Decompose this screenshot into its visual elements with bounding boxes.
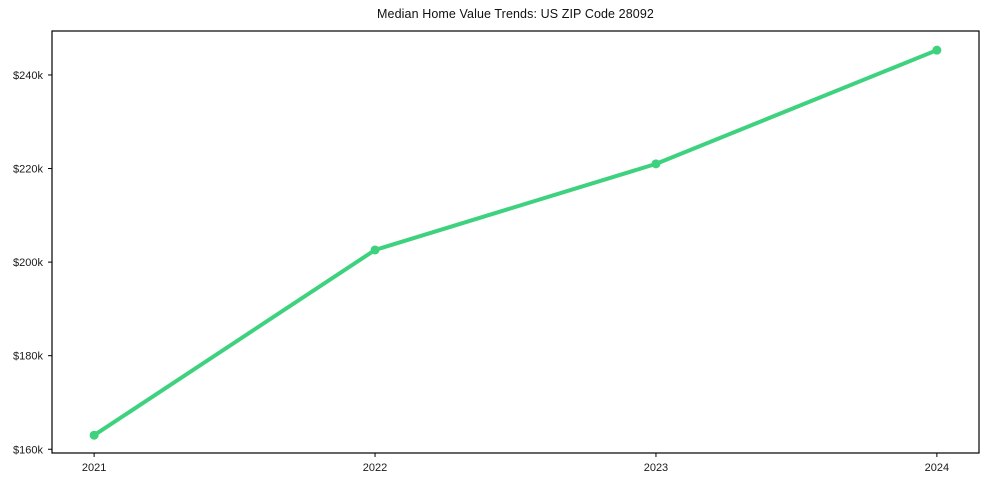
y-tick-label: $160k [13, 444, 43, 456]
plot-frame [51, 30, 980, 454]
y-tick-label: $240k [13, 70, 43, 82]
trend-line [92, 48, 939, 438]
y-tick-label: $220k [13, 164, 43, 176]
data-point-marker [89, 430, 99, 440]
data-point-marker [651, 159, 661, 169]
y-tick-label: $180k [13, 351, 43, 363]
data-point-marker [370, 245, 380, 255]
y-tick-label: $200k [13, 257, 43, 269]
x-tick-label: 2022 [363, 462, 387, 474]
data-point-marker [932, 45, 942, 55]
x-tick-label: 2021 [82, 462, 106, 474]
chart-title: Median Home Value Trends: US ZIP Code 28… [377, 7, 654, 21]
x-tick-label: 2024 [925, 462, 949, 474]
x-tick-label: 2023 [644, 462, 668, 474]
